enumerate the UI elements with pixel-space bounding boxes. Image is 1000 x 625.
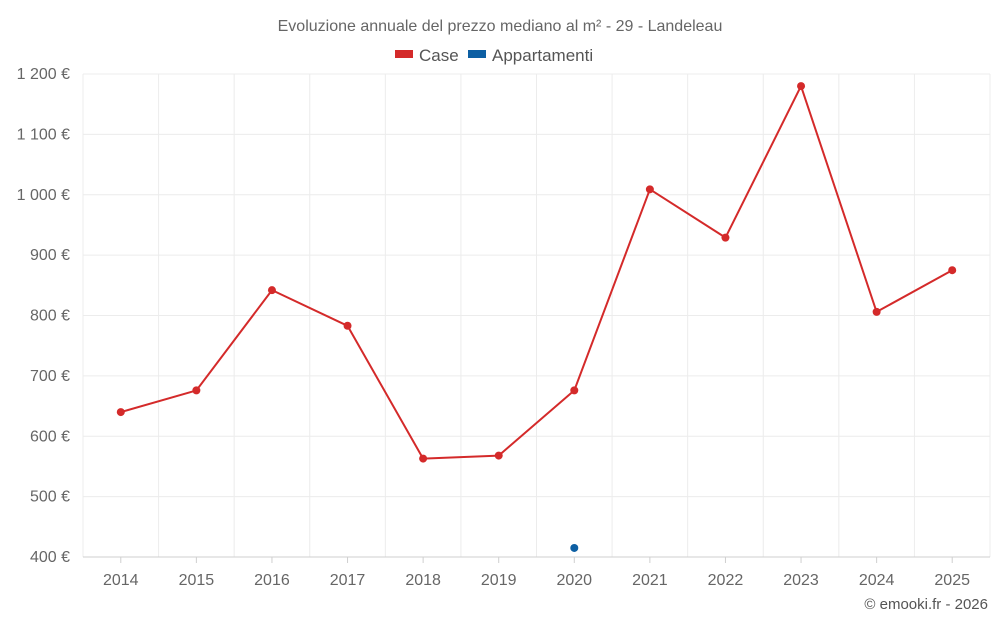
data-point-case-2021[interactable] (645, 185, 654, 194)
y-tick-label: 1 000 € (17, 187, 70, 204)
x-tick-label: 2023 (783, 572, 819, 589)
x-tick-label: 2016 (254, 572, 290, 589)
gridlines (82, 73, 991, 557)
x-tick-label: 2022 (708, 572, 744, 589)
x-tick-label: 2025 (934, 572, 970, 589)
legend[interactable]: Case Appartamenti (395, 46, 593, 65)
x-axis: 2014 2015 2016 2017 2018 2019 2020 2021 2022 2023… (83, 556, 990, 589)
data-point-case-2014[interactable] (116, 408, 125, 417)
x-tick-label: 2017 (330, 572, 366, 589)
x-tick-label: 2015 (179, 572, 215, 589)
y-tick-label: 400 € (30, 549, 70, 566)
x-tick-label: 2021 (632, 572, 668, 589)
data-point-case-2015[interactable] (192, 386, 201, 395)
data-point-case-2018[interactable] (419, 454, 428, 463)
data-point-case-2017[interactable] (343, 321, 352, 330)
legend-swatch-case (395, 50, 413, 58)
credit-text: © emooki.fr - 2026 (864, 596, 988, 613)
data-point-case-2022[interactable] (721, 233, 730, 242)
y-tick-label: 700 € (30, 368, 70, 385)
data-point-case-2024[interactable] (872, 307, 881, 316)
y-axis: 400 € 500 € 600 € 700 € 800 € 900 € 1 000 € 1 1… (17, 66, 70, 566)
data-point-case-2019[interactable] (494, 451, 503, 460)
legend-swatch-appartamenti (468, 50, 486, 58)
x-tick-label: 2014 (103, 572, 139, 589)
legend-label-appartamenti[interactable]: Appartamenti (492, 46, 593, 65)
x-tick-label: 2019 (481, 572, 517, 589)
y-tick-label: 600 € (30, 428, 70, 445)
legend-label-case[interactable]: Case (419, 46, 459, 65)
y-tick-label: 900 € (30, 247, 70, 264)
y-tick-label: 1 200 € (17, 66, 70, 83)
y-tick-label: 500 € (30, 489, 70, 506)
series-line-case (120, 85, 953, 460)
chart-title: Evoluzione annuale del prezzo mediano al… (278, 18, 723, 35)
x-tick-label: 2018 (405, 572, 441, 589)
data-point-case-2016[interactable] (267, 286, 276, 295)
y-tick-label: 1 100 € (17, 126, 70, 143)
y-tick-label: 800 € (30, 308, 70, 325)
x-tick-label: 2020 (556, 572, 592, 589)
data-point-case-2023[interactable] (797, 82, 806, 91)
data-point-case-2020[interactable] (570, 386, 579, 395)
series (116, 82, 957, 552)
data-point-appartamenti-2020[interactable] (570, 543, 579, 552)
data-point-case-2025[interactable] (948, 266, 957, 275)
x-tick-label: 2024 (859, 572, 895, 589)
